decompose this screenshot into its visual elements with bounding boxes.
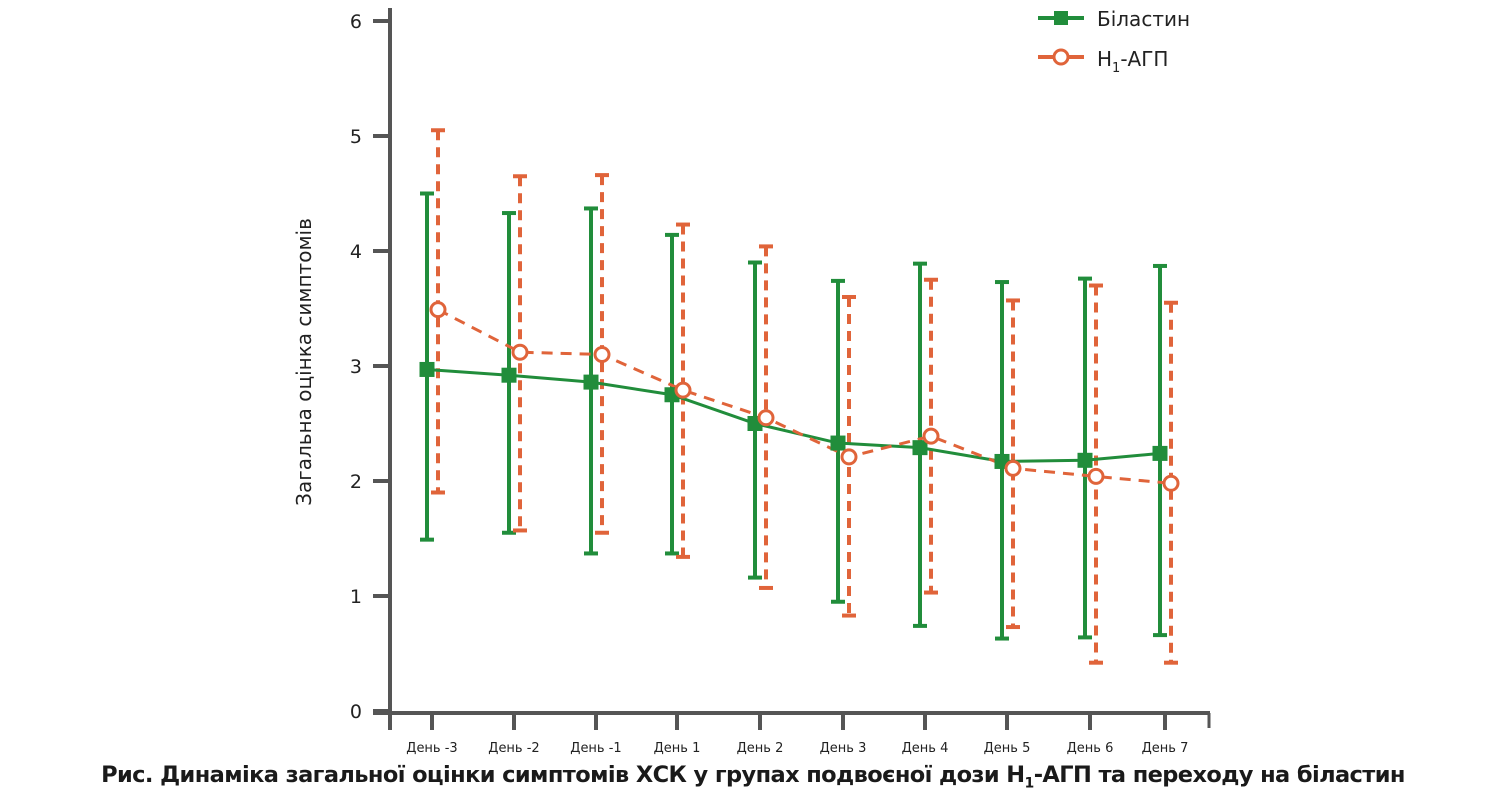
legend-square-marker-icon (1054, 11, 1068, 25)
legend-item-bilastine[interactable]: Біластин (1038, 7, 1190, 31)
y-tick-label: 2 (350, 471, 362, 493)
x-tick-label: День 1 (654, 741, 701, 756)
data-point-bilastine (501, 367, 517, 383)
caption-text-after: -АГП та переходу на біластин (1033, 762, 1406, 788)
legend-label-h1-agp: H1-АГП (1097, 47, 1168, 76)
data-point-bilastine (830, 435, 846, 451)
legend-label-h1-agp-rest: -АГП (1120, 47, 1168, 71)
y-tick-label: 6 (350, 11, 362, 33)
y-tick-label: 0 (350, 701, 362, 723)
legend-label-bilastine: Біластин (1097, 7, 1190, 31)
data-point-h1-agp (1087, 467, 1105, 485)
data-point-bilastine (583, 374, 599, 390)
y-tick-label: 1 (350, 586, 362, 608)
series-markers (419, 301, 1180, 492)
x-tick-label: День -1 (570, 741, 621, 756)
x-tick-label: День -3 (406, 741, 457, 756)
data-point-bilastine (912, 440, 928, 456)
series-lines (426, 308, 1172, 485)
y-ticks: 0 1 2 3 4 5 6 (350, 11, 390, 723)
legend-item-h1-agp[interactable]: H1-АГП (1038, 47, 1168, 76)
data-point-h1-agp (1162, 474, 1180, 492)
x-tick-label: День 5 (984, 741, 1031, 756)
x-tick-label: День 4 (902, 741, 949, 756)
data-point-bilastine (1077, 452, 1093, 468)
data-point-h1-agp (593, 346, 611, 363)
series-line-h1-agp (437, 308, 1172, 485)
legend: Біластин H1-АГП (1038, 7, 1190, 76)
y-tick-label: 5 (350, 126, 362, 148)
x-tick-label: День 7 (1142, 741, 1189, 756)
data-point-h1-agp (840, 448, 858, 466)
data-point-h1-agp (922, 427, 940, 445)
error-bars (420, 128, 1178, 665)
data-point-h1-agp (429, 301, 447, 319)
caption-subscript: 1 (1024, 775, 1035, 792)
x-tick-label: День 2 (737, 741, 784, 756)
y-tick-label: 3 (350, 356, 362, 378)
figure-caption: Рис. Динаміка загальної оцінки симптомів… (0, 762, 1506, 792)
caption-text-before: Рис. Динаміка загальної оцінки симптомів… (101, 762, 1025, 788)
legend-circle-marker-icon (1052, 48, 1070, 66)
x-tick-label: День -2 (488, 741, 539, 756)
x-tick-label: День 3 (820, 741, 867, 756)
series-line-bilastine (426, 367, 1161, 463)
data-point-bilastine (1152, 445, 1168, 461)
y-axis-label: Загальна оцінка симптомів (292, 218, 316, 506)
data-point-bilastine (419, 361, 435, 377)
x-ticks: День -3 День -2 День -1 День 1 День 2 День 3 Д… (406, 713, 1188, 756)
legend-label-h1-agp-main: H (1097, 47, 1112, 71)
x-tick-label: День 6 (1067, 741, 1114, 756)
legend-label-h1-agp-sub: 1 (1112, 61, 1120, 76)
data-point-h1-agp (757, 409, 775, 427)
data-point-h1-agp (674, 381, 692, 399)
y-tick-label: 4 (350, 241, 362, 263)
data-point-h1-agp (1004, 459, 1022, 477)
data-point-h1-agp (511, 343, 529, 361)
